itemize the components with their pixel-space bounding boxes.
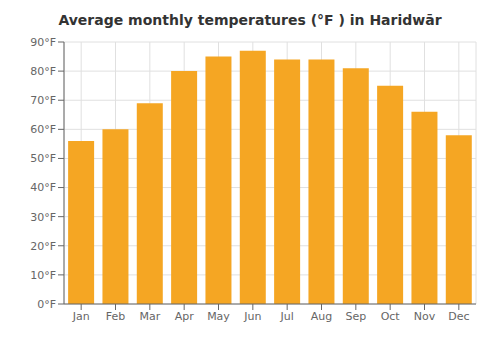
svg-text:Jun: Jun: [243, 310, 261, 323]
svg-text:Apr: Apr: [175, 310, 195, 323]
svg-text:80°F: 80°F: [30, 65, 56, 78]
svg-text:0°F: 0°F: [37, 298, 56, 311]
svg-text:Aug: Aug: [311, 310, 332, 323]
svg-text:30°F: 30°F: [30, 211, 56, 224]
svg-text:Oct: Oct: [381, 310, 401, 323]
svg-text:Jul: Jul: [280, 310, 294, 323]
svg-text:60°F: 60°F: [30, 123, 56, 136]
html-text:Average monthly temperatures (: Average monthly temperatures (°F ) in Ha…: [58, 12, 442, 28]
svg-text:May: May: [207, 310, 230, 323]
svg-text:10°F: 10°F: [30, 269, 56, 282]
svg-text:Sep: Sep: [345, 310, 366, 323]
svg-text:50°F: 50°F: [30, 152, 56, 165]
svg-text:Nov: Nov: [414, 310, 436, 323]
svg-text:40°F: 40°F: [30, 181, 56, 194]
svg-text:90°F: 90°F: [30, 36, 56, 49]
svg-text:Dec: Dec: [448, 310, 469, 323]
svg-text:Feb: Feb: [106, 310, 125, 323]
svg-text:20°F: 20°F: [30, 240, 56, 253]
svg-text:Mar: Mar: [139, 310, 160, 323]
svg-text:Jan: Jan: [72, 310, 90, 323]
svg-text:70°F: 70°F: [30, 94, 56, 107]
